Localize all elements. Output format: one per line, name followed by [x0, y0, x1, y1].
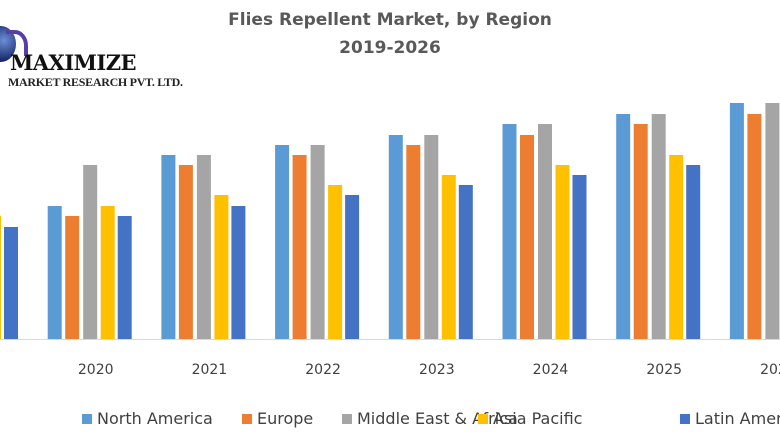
bar-2020-latin-america [117, 216, 132, 339]
bar-2020-north-america [47, 206, 62, 339]
bar-2024-asia-pacific [555, 165, 570, 339]
bar-2022-europe [292, 155, 307, 339]
legend-swatch [342, 413, 352, 424]
bar-2021-middle-east-africa [196, 155, 211, 339]
bar-2024-latin-america [572, 175, 587, 339]
legend-item: Latin America [680, 409, 780, 428]
legend-swatch [478, 413, 488, 424]
bar-2023-asia-pacific [441, 175, 456, 339]
swoosh-icon [6, 30, 28, 56]
bar-2023-latin-america [458, 185, 473, 339]
bar-2026-middle-east-africa [765, 103, 780, 339]
x-tick-label: 2026 [760, 362, 780, 378]
bar-2023-middle-east-africa [424, 135, 439, 339]
legend-swatch [242, 413, 252, 424]
bar-2022-middle-east-africa [310, 145, 325, 339]
x-tick-label: 2022 [305, 362, 341, 378]
legend-swatch [82, 413, 92, 424]
bar-2026-europe [747, 114, 762, 339]
bar-2022-latin-america [345, 195, 360, 339]
bar-2021-north-america [161, 155, 176, 339]
bar-2024-north-america [502, 124, 517, 339]
x-tick-label: 2023 [419, 362, 455, 378]
legend-swatch [680, 413, 690, 424]
bar-2024-europe [520, 135, 534, 339]
bar-2024-middle-east-africa [538, 124, 552, 339]
bar-2023-europe [406, 145, 421, 339]
legend-item: Asia Pacific [478, 409, 582, 428]
bar-2022-north-america [275, 145, 290, 339]
bar-2025-latin-america [686, 165, 701, 339]
bar-2020-europe [65, 216, 80, 339]
bar-2020-middle-east-africa [83, 165, 98, 339]
bar-2021-latin-america [231, 206, 246, 339]
bar-2025-europe [633, 124, 648, 339]
subtitle-line: 2019-2026 [339, 38, 441, 58]
bar-2023-north-america [388, 135, 403, 339]
legend-item: Middle East & Africa [342, 409, 518, 428]
bar-2025-middle-east-africa [651, 114, 666, 339]
bar-2022-asia-pacific [328, 185, 343, 339]
logo-name: MAXIMIZE [10, 50, 137, 75]
legend-item: North America [82, 409, 213, 428]
bar-2021-europe [178, 165, 193, 339]
legend-label: Middle East & Africa [357, 409, 518, 428]
x-tick-label: 2024 [533, 362, 569, 378]
x-tick-label: 2020 [78, 362, 114, 378]
legend-label: Europe [257, 409, 314, 428]
legend-label: Latin America [695, 409, 780, 428]
legend-label: Asia Pacific [493, 409, 583, 428]
legend-item: Europe [242, 409, 313, 428]
legend-label: North America [97, 409, 213, 428]
x-tick-label: 2025 [646, 362, 682, 378]
bar-2025-asia-pacific [669, 155, 684, 339]
bar-2019-latin-america [4, 227, 18, 339]
bar-2026-north-america [729, 103, 744, 339]
chart-title: Flies Repellent Market, by Region 2019-2… [0, 6, 780, 62]
bar-2025-north-america [616, 114, 631, 339]
bar-2019-asia-pacific [0, 216, 1, 339]
x-tick-label: 2021 [192, 362, 228, 378]
bar-2020-asia-pacific [100, 206, 115, 339]
title-line: Flies Repellent Market, by Region [228, 10, 552, 30]
logo-subtitle: MARKET RESEARCH PVT. LTD. [8, 75, 183, 89]
company-logo: MAXIMIZE MARKET RESEARCH PVT. LTD. [0, 20, 200, 90]
bar-2021-asia-pacific [214, 195, 229, 339]
